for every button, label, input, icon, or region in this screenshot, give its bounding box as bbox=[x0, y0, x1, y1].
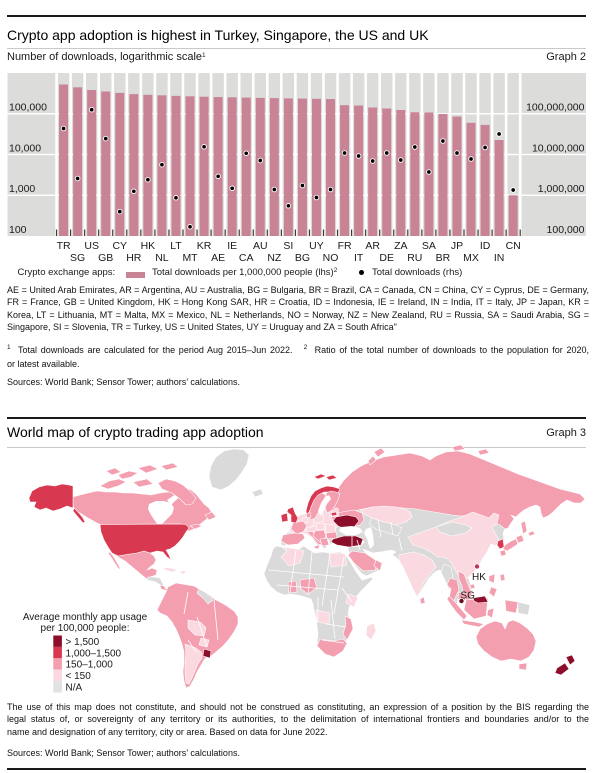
svg-text:MT: MT bbox=[182, 252, 198, 264]
svg-text:HR: HR bbox=[126, 252, 142, 264]
svg-text:< 150: < 150 bbox=[66, 671, 92, 682]
svg-text:BR: BR bbox=[436, 252, 451, 264]
svg-text:FR: FR bbox=[338, 240, 352, 252]
svg-text:LT: LT bbox=[170, 240, 182, 252]
svg-text:SA: SA bbox=[422, 240, 436, 252]
svg-text:HK: HK bbox=[472, 572, 486, 583]
svg-text:CN: CN bbox=[506, 240, 521, 252]
svg-text:IE: IE bbox=[227, 240, 237, 252]
svg-text:N/A: N/A bbox=[66, 683, 83, 694]
svg-text:10,000: 10,000 bbox=[9, 142, 41, 154]
svg-text:1,000,000: 1,000,000 bbox=[538, 183, 585, 195]
svg-text:NZ: NZ bbox=[267, 252, 282, 264]
svg-text:KR: KR bbox=[197, 240, 212, 252]
svg-text:TR: TR bbox=[57, 240, 71, 252]
svg-text:1,000: 1,000 bbox=[9, 183, 35, 195]
svg-text:JP: JP bbox=[451, 240, 463, 252]
svg-text:NL: NL bbox=[155, 252, 169, 264]
svg-text:IN: IN bbox=[494, 252, 505, 264]
svg-text:per 100,000 people:: per 100,000 people: bbox=[41, 623, 130, 634]
svg-text:CA: CA bbox=[239, 252, 254, 264]
svg-text:100,000: 100,000 bbox=[9, 102, 47, 114]
svg-text:BG: BG bbox=[295, 252, 310, 264]
svg-text:150–1,000: 150–1,000 bbox=[66, 660, 114, 671]
svg-text:IT: IT bbox=[354, 252, 364, 264]
svg-text:UY: UY bbox=[309, 240, 324, 252]
svg-text:HK: HK bbox=[141, 240, 156, 252]
svg-text:1,000–1,500: 1,000–1,500 bbox=[66, 648, 122, 659]
svg-text:100,000: 100,000 bbox=[547, 224, 585, 236]
svg-text:GB: GB bbox=[98, 252, 113, 264]
svg-text:10,000,000: 10,000,000 bbox=[532, 142, 585, 154]
svg-text:ZA: ZA bbox=[394, 240, 407, 252]
svg-text:SG: SG bbox=[70, 252, 85, 264]
svg-text:> 1,500: > 1,500 bbox=[66, 637, 100, 648]
svg-text:AR: AR bbox=[365, 240, 380, 252]
svg-text:MX: MX bbox=[463, 252, 479, 264]
svg-text:100,000,000: 100,000,000 bbox=[526, 102, 585, 114]
svg-text:100: 100 bbox=[9, 224, 27, 236]
svg-text:ID: ID bbox=[480, 240, 491, 252]
svg-text:AU: AU bbox=[253, 240, 268, 252]
svg-text:SI: SI bbox=[283, 240, 293, 252]
svg-text:Average monthly app usage: Average monthly app usage bbox=[23, 612, 148, 623]
svg-text:AE: AE bbox=[211, 252, 225, 264]
svg-text:CY: CY bbox=[112, 240, 127, 252]
svg-text:NO: NO bbox=[323, 252, 339, 264]
svg-text:RU: RU bbox=[407, 252, 422, 264]
svg-text:SG: SG bbox=[461, 591, 476, 602]
svg-text:US: US bbox=[84, 240, 99, 252]
svg-text:DE: DE bbox=[379, 252, 394, 264]
